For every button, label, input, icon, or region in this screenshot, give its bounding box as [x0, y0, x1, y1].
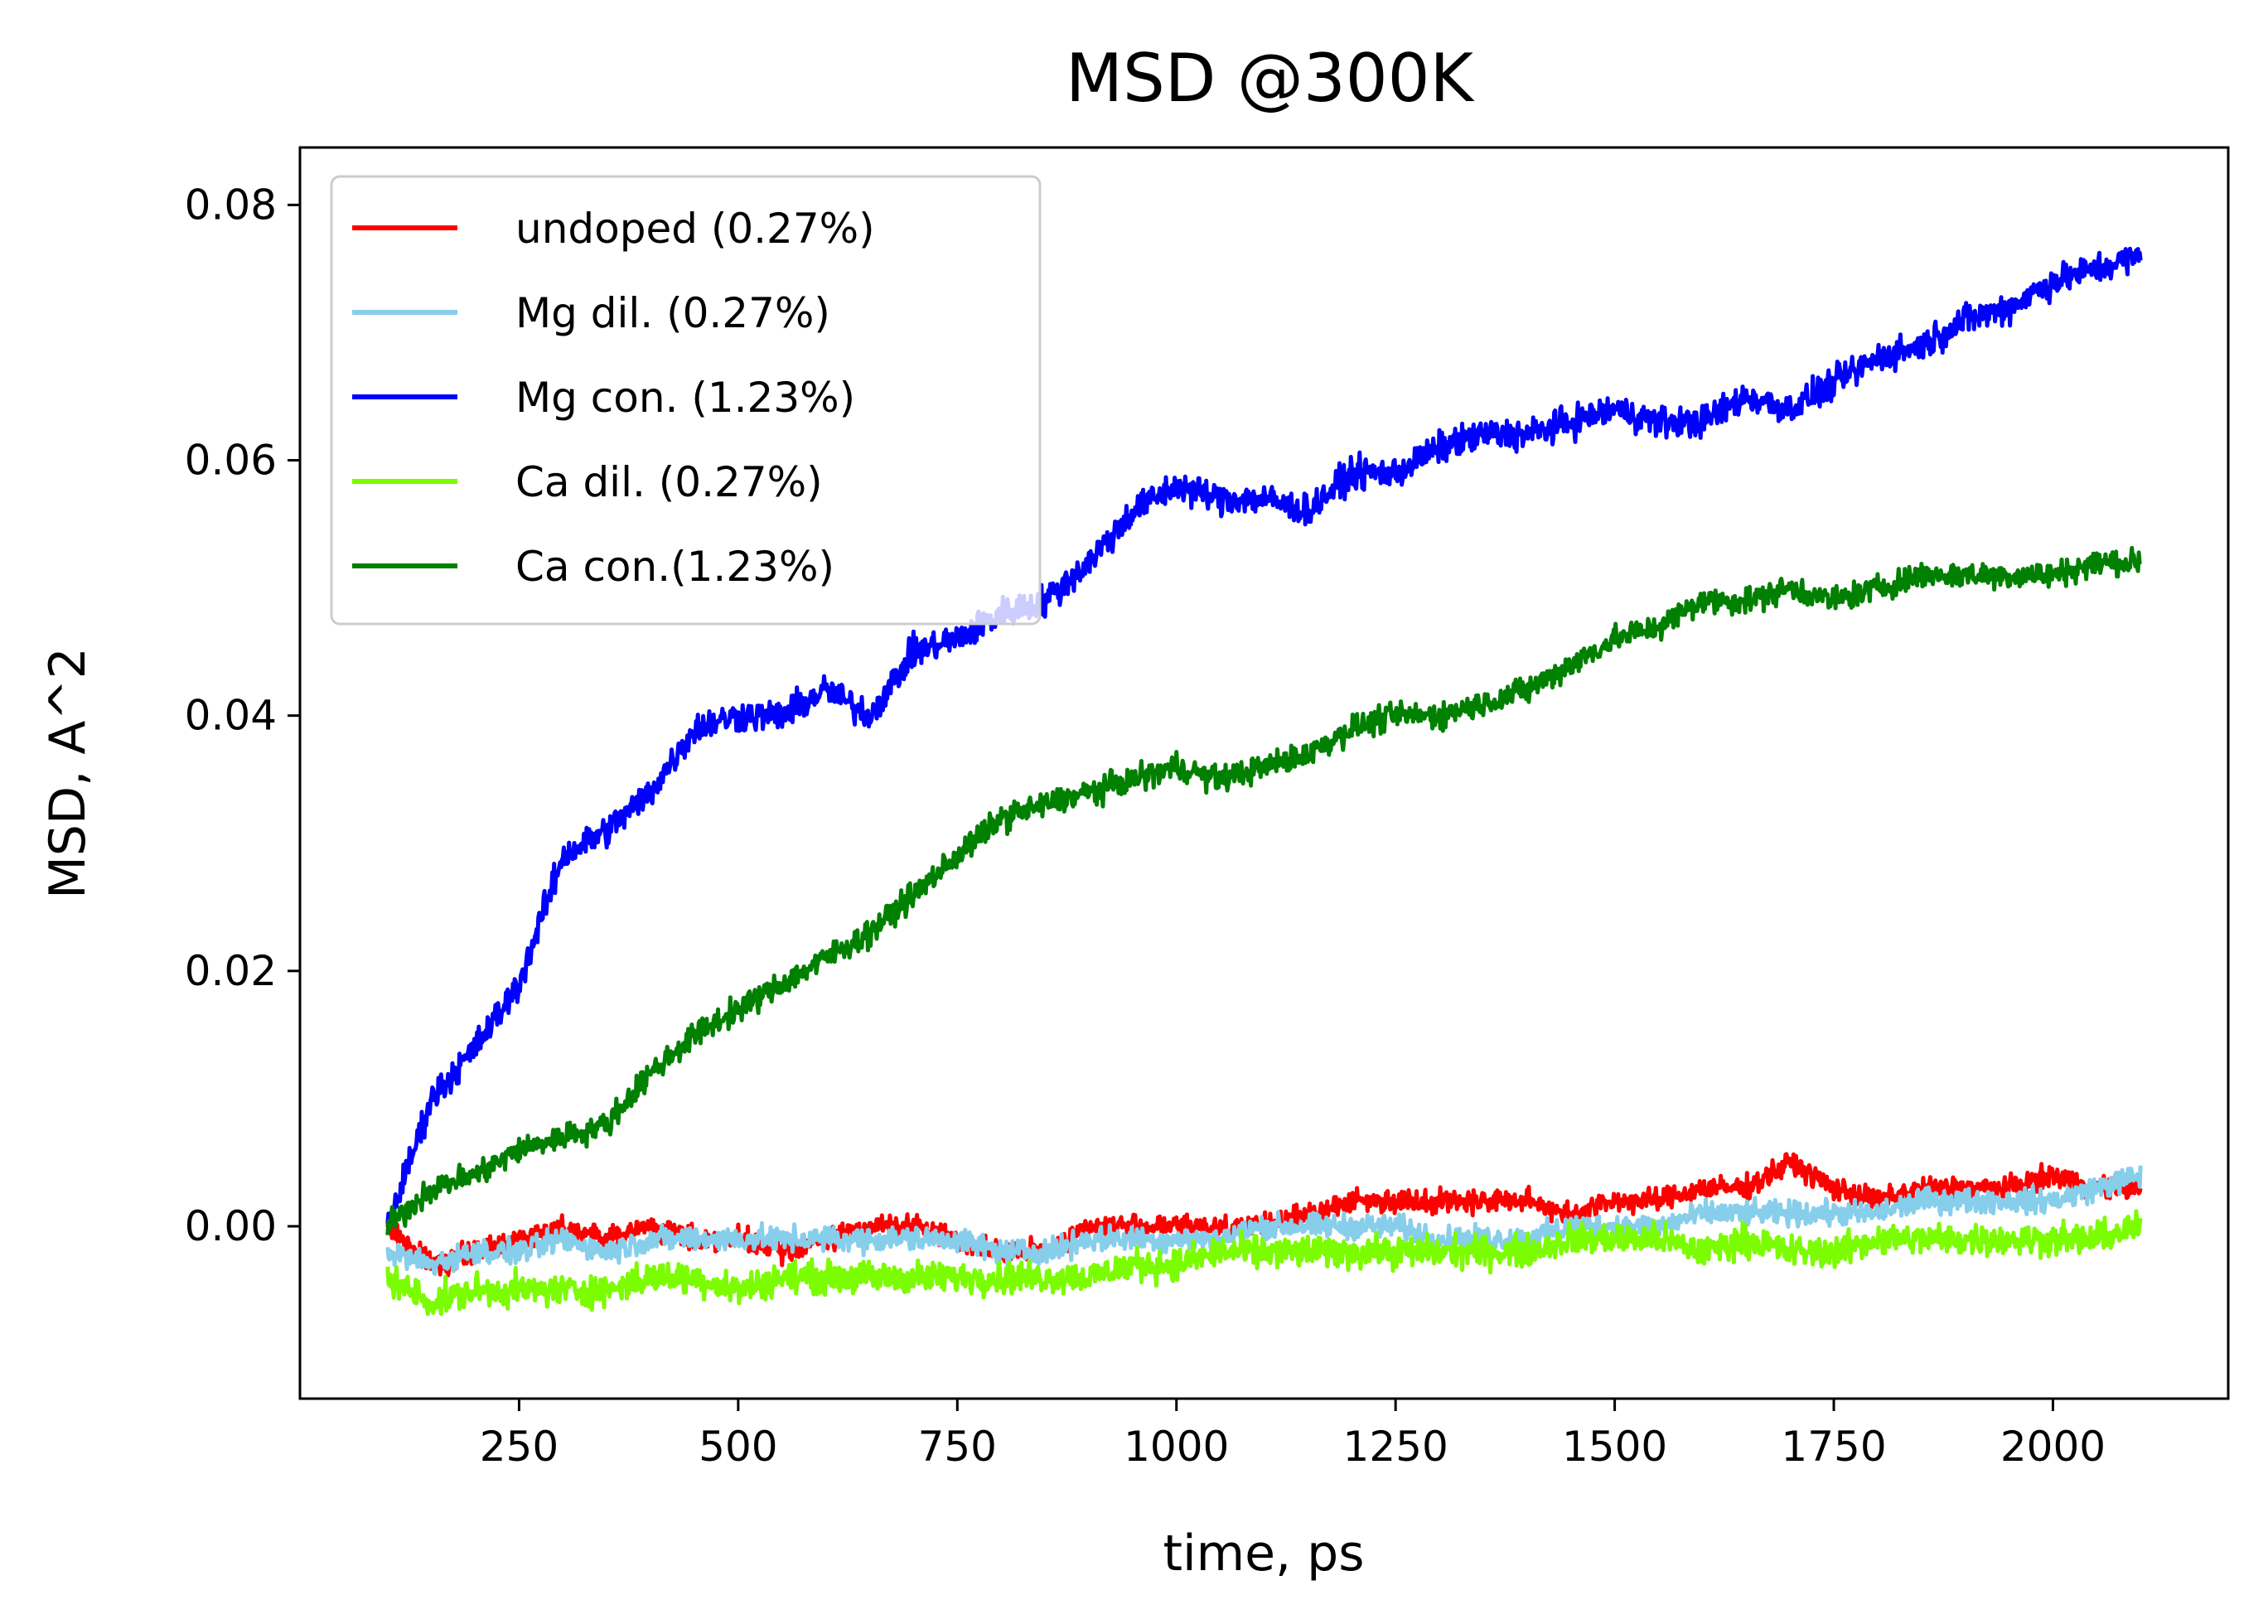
x-tick-label: 2000 [2000, 1423, 2106, 1471]
x-axis-label: time, ps [1163, 1525, 1364, 1583]
plot-frame [298, 146, 2230, 1400]
legend: undoped (0.27%) Mg dil. (0.27%) Mg con. (1… [330, 175, 1042, 626]
x-tick-label: 750 [918, 1423, 997, 1471]
series-line-1 [385, 1152, 2143, 1278]
y-tick-label: 0.02 [185, 947, 277, 995]
x-tick-label: 1000 [1124, 1423, 1229, 1471]
y-tick-label: 0.08 [185, 181, 277, 229]
legend-box [330, 175, 1042, 626]
chart-title: MSD @300K [1066, 40, 1476, 117]
legend-label: Mg dil. (0.27%) [515, 289, 830, 337]
y-tick-label: 0.00 [185, 1202, 277, 1250]
y-tick-label: 0.06 [185, 437, 277, 485]
legend-label: Mg con. (1.23%) [515, 374, 855, 422]
series-line-3 [385, 246, 2143, 1226]
plot-lines [385, 246, 2143, 1317]
y-axis-label: MSD, A^2 [39, 647, 97, 899]
series-line-4 [385, 1209, 2143, 1317]
y-tick-label: 0.04 [185, 692, 277, 740]
legend-label: undoped (0.27%) [515, 205, 875, 253]
x-tick-label: 1500 [1562, 1423, 1667, 1471]
legend-label: Ca con.(1.23%) [515, 543, 834, 591]
legend-label: Ca dil. (0.27%) [515, 458, 823, 506]
y-axis-ticks: 0.00 0.02 0.04 0.06 0.08 [185, 181, 300, 1250]
x-tick-label: 1750 [1781, 1423, 1886, 1471]
series-line-5 [385, 545, 2142, 1235]
x-axis-ticks: 250 500 750 1000 1250 1500 1750 2000 [480, 1399, 2106, 1471]
x-tick-label: 500 [699, 1423, 777, 1471]
x-tick-label: 1250 [1343, 1423, 1448, 1471]
x-tick-label: 250 [480, 1423, 559, 1471]
